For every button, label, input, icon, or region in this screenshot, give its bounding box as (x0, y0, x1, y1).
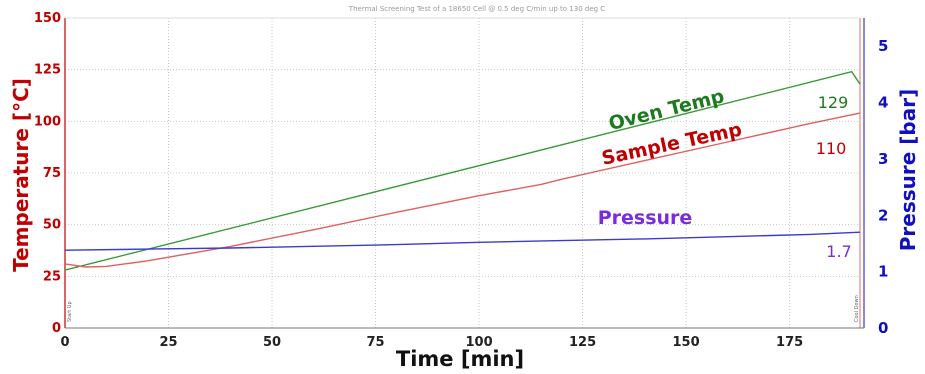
tick-labels: 0 25 50 75 100 125 150 175 0 25 50 75 100 125 150 0 1 2 3 4… (34, 11, 889, 350)
series-line-0 (64, 70, 861, 271)
x-tick-label: 100 (465, 335, 492, 350)
pressure-series-label: Pressure (598, 207, 693, 229)
pressure-end-value: 1.7 (826, 242, 851, 261)
y-left-tick-label: 150 (34, 11, 61, 26)
y-left-tick-label: 0 (52, 321, 61, 336)
left-axis-title: Temperature [°C] (9, 78, 33, 272)
series-lines (64, 70, 861, 271)
x-tick-label: 175 (776, 335, 803, 350)
x-tick-label: 75 (367, 335, 385, 350)
x-axis-title: Time [min] (396, 347, 524, 371)
y-left-tick-label: 100 (34, 114, 61, 129)
y-right-tick-label: 2 (878, 206, 888, 224)
cool-down-marker: Cool Down (854, 295, 860, 322)
series-line-1 (64, 112, 861, 268)
y-left-tick-label: 125 (34, 63, 61, 78)
series-line-2 (64, 231, 861, 251)
y-right-tick-label: 3 (878, 150, 888, 168)
y-right-tick-label: 1 (878, 263, 888, 281)
y-left-tick-label: 25 (43, 269, 61, 284)
oven-temp-end-value: 129 (818, 93, 849, 112)
y-left-tick-label: 75 (43, 166, 61, 181)
x-tick-label: 50 (263, 335, 281, 350)
y-right-tick-label: 0 (878, 319, 888, 337)
x-tick-label: 125 (569, 335, 596, 350)
x-tick-label: 25 (159, 335, 177, 350)
axes (64, 17, 865, 329)
y-left-tick-label: 50 (43, 218, 61, 233)
y-right-tick-label: 5 (878, 37, 888, 55)
x-tick-label: 150 (673, 335, 700, 350)
y-right-tick-label: 4 (878, 94, 888, 112)
x-tick-label: 0 (60, 335, 69, 350)
chart-title: Thermal Screening Test of a 18650 Cell @… (348, 5, 606, 13)
start-up-marker: Start Up (67, 301, 73, 322)
sample-temp-end-value: 110 (816, 139, 847, 158)
right-axis-title: Pressure [bar] (896, 89, 920, 251)
